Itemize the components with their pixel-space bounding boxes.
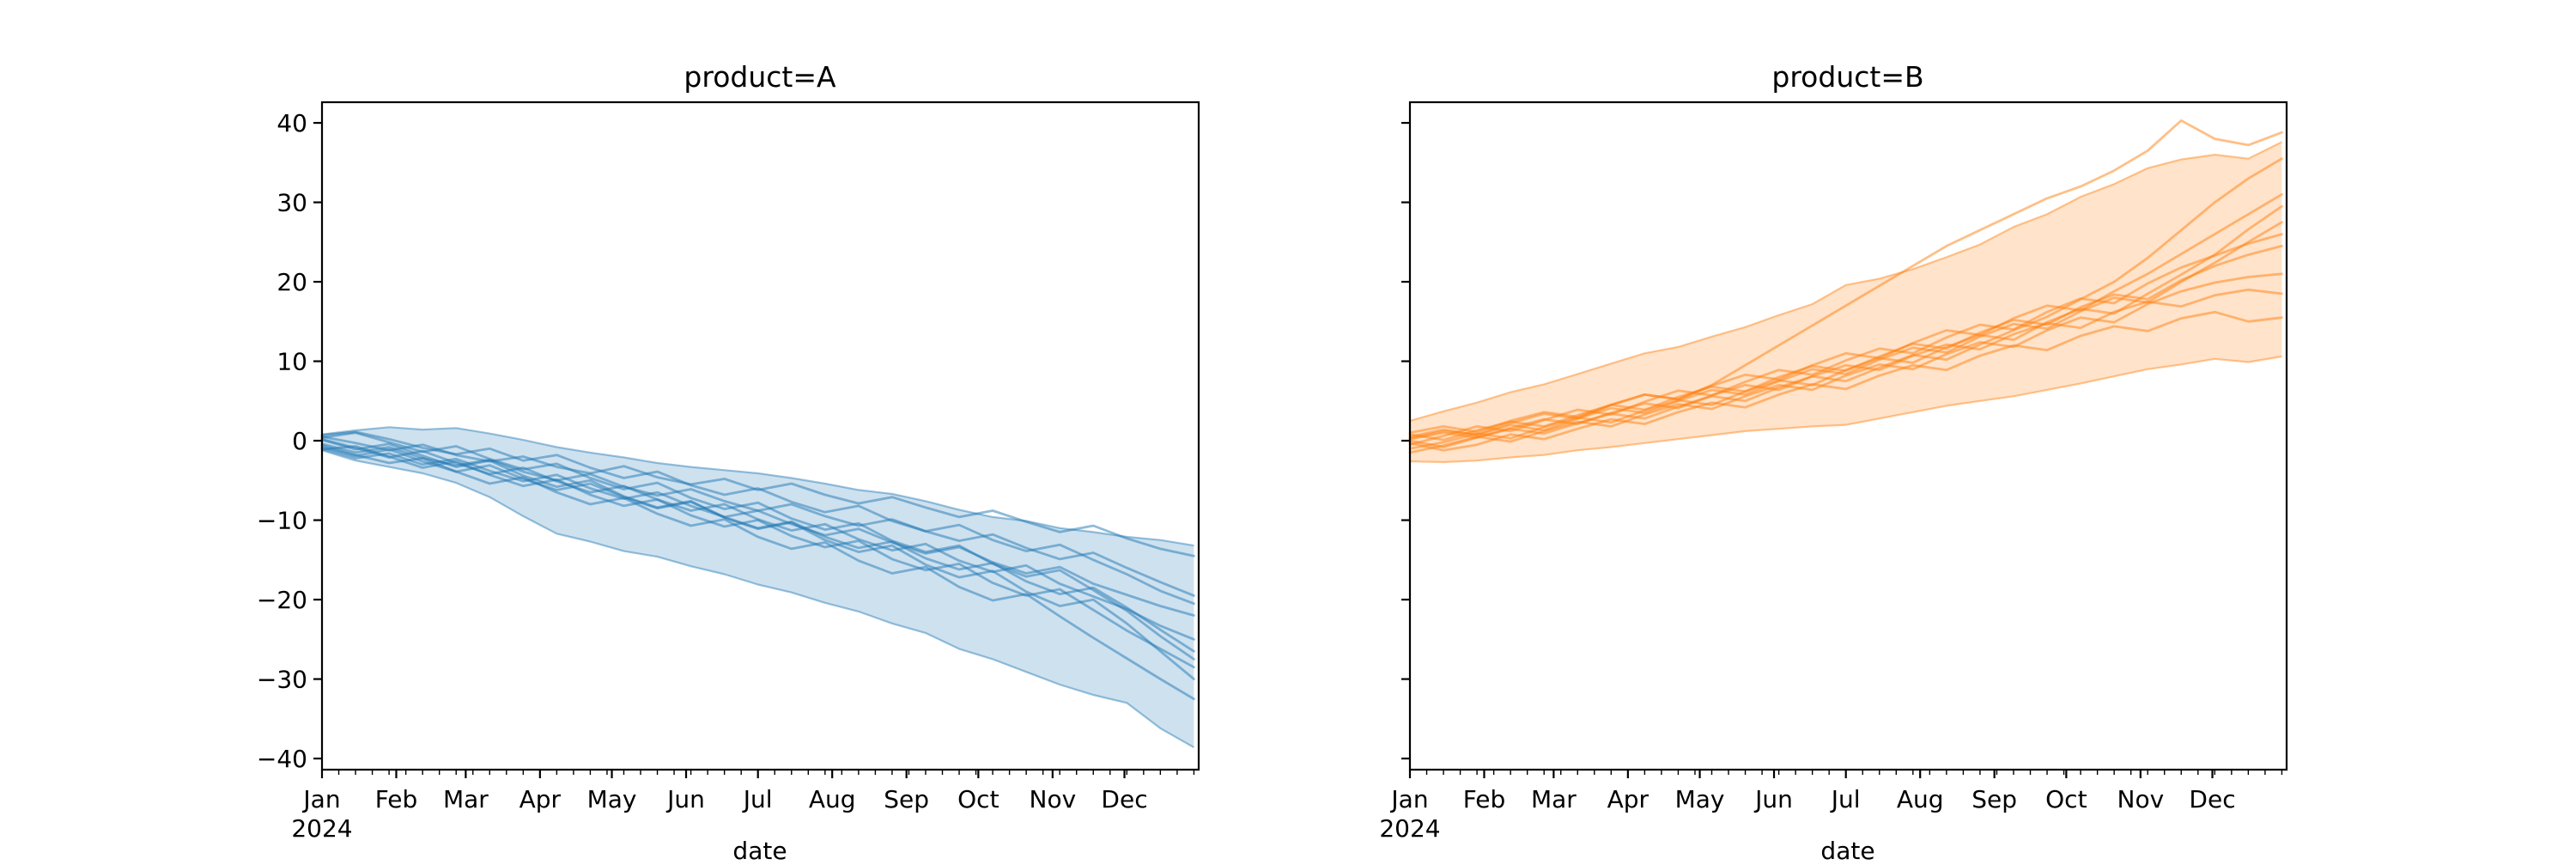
series-line-walk-5 bbox=[1408, 221, 2283, 438]
series-line-walk-1 bbox=[320, 436, 1195, 557]
series-line-walk-6 bbox=[1408, 233, 2283, 447]
band-lower-edge bbox=[321, 449, 1194, 749]
x-tick-label: Oct bbox=[2045, 785, 2087, 813]
series-line-walk-9 bbox=[1408, 288, 2283, 441]
x-tick-label: Mar bbox=[443, 785, 489, 813]
x-tick-label: Nov bbox=[2117, 785, 2165, 813]
series-line-walk-8 bbox=[1408, 272, 2283, 454]
series-line-walk-10 bbox=[1408, 310, 2283, 452]
subplot-a-xlabel: date bbox=[732, 837, 787, 865]
subplot-b-title: product=B bbox=[1771, 60, 1924, 94]
x-tick-label: May bbox=[1675, 785, 1725, 813]
x-tick-year-label: 2024 bbox=[291, 814, 352, 843]
x-tick-label: Nov bbox=[1030, 785, 1077, 813]
x-tick-label: Sep bbox=[1971, 785, 2017, 813]
series-line-walk-3 bbox=[320, 430, 1195, 606]
x-tick-label: Aug bbox=[1897, 785, 1944, 813]
series-line-walk-7 bbox=[1408, 245, 2283, 442]
x-tick-label: Dec bbox=[1101, 785, 1147, 813]
x-tick-label: Mar bbox=[1531, 785, 1577, 813]
x-tick-label: Jul bbox=[1830, 785, 1861, 813]
x-tick-label: Apr bbox=[519, 785, 562, 813]
y-tick-label: 10 bbox=[276, 348, 307, 376]
y-tick-label: 20 bbox=[276, 268, 307, 296]
series-line-walk-7 bbox=[320, 431, 1195, 661]
band-lower-edge bbox=[1409, 355, 2282, 464]
x-tick-label: Sep bbox=[884, 785, 929, 813]
x-tick-label: Jan bbox=[301, 785, 340, 813]
x-tick-label: Aug bbox=[809, 785, 856, 813]
x-tick-label: Oct bbox=[957, 785, 999, 813]
series-line-walk-3 bbox=[1408, 192, 2283, 435]
confidence-band bbox=[1410, 142, 2282, 463]
y-tick-label: −40 bbox=[257, 745, 307, 773]
series-line-walk-9 bbox=[320, 438, 1195, 680]
y-tick-label: −10 bbox=[257, 507, 307, 535]
confidence-band bbox=[322, 427, 1194, 748]
x-tick-label: Feb bbox=[1463, 785, 1506, 813]
x-tick-label: May bbox=[587, 785, 637, 813]
x-tick-label: Feb bbox=[375, 785, 418, 813]
band-upper-edge bbox=[1409, 141, 2282, 422]
y-tick-label: 30 bbox=[276, 189, 307, 217]
x-tick-label: Jun bbox=[665, 785, 705, 813]
series-line-walk-10 bbox=[320, 444, 1195, 701]
series-line-walk-1 bbox=[1408, 119, 2283, 440]
series-line-walk-4 bbox=[320, 447, 1195, 617]
subplot-b-xlabel: date bbox=[1820, 837, 1875, 865]
x-tick-label: Apr bbox=[1607, 785, 1649, 813]
axes-spines bbox=[320, 101, 1200, 771]
x-tick-label: Jun bbox=[1753, 785, 1793, 813]
subplot-a-title: product=A bbox=[683, 60, 836, 94]
x-tick-label: Dec bbox=[2189, 785, 2235, 813]
y-tick-label: −20 bbox=[257, 586, 307, 614]
band-upper-edge bbox=[321, 426, 1194, 547]
x-tick-label: Jul bbox=[742, 785, 773, 813]
series-line-walk-2 bbox=[1408, 157, 2283, 448]
x-tick-year-label: 2024 bbox=[1379, 814, 1440, 843]
y-tick-label: −30 bbox=[257, 666, 307, 694]
y-tick-label: 40 bbox=[276, 109, 307, 137]
axes-spines bbox=[1408, 101, 2288, 771]
x-tick-label: Jan bbox=[1389, 785, 1428, 813]
y-tick-label: 0 bbox=[292, 427, 307, 455]
